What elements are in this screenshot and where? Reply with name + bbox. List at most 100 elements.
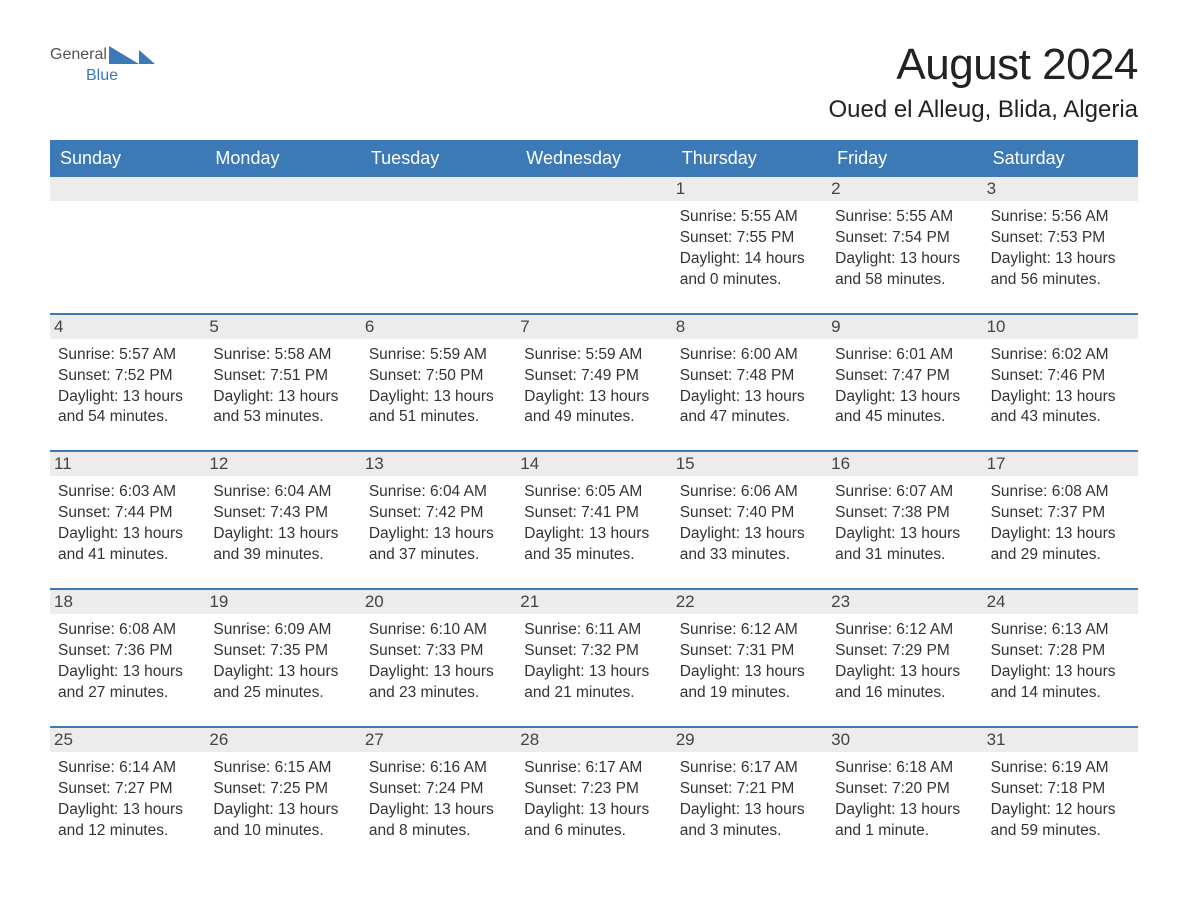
day-number: 9 [827, 315, 982, 339]
sunrise-text: Sunrise: 5:57 AM [58, 345, 197, 366]
day-detail: Sunrise: 5:56 AMSunset: 7:53 PMDaylight:… [991, 207, 1130, 291]
daylight-text: Daylight: 13 hours and 21 minutes. [524, 662, 663, 704]
sunset-text: Sunset: 7:28 PM [991, 641, 1130, 662]
day-cell: 5Sunrise: 5:58 AMSunset: 7:51 PMDaylight… [205, 315, 360, 439]
sunrise-text: Sunrise: 5:56 AM [991, 207, 1130, 228]
day-number: 28 [516, 728, 671, 752]
sunset-text: Sunset: 7:31 PM [680, 641, 819, 662]
day-cell: 12Sunrise: 6:04 AMSunset: 7:43 PMDayligh… [205, 452, 360, 576]
sunset-text: Sunset: 7:55 PM [680, 228, 819, 249]
day-cell [516, 177, 671, 301]
day-detail: Sunrise: 6:12 AMSunset: 7:31 PMDaylight:… [680, 620, 819, 704]
day-detail: Sunrise: 6:03 AMSunset: 7:44 PMDaylight:… [58, 482, 197, 566]
day-number: 26 [205, 728, 360, 752]
weekday-header: Thursday [672, 140, 827, 177]
sunset-text: Sunset: 7:24 PM [369, 779, 508, 800]
day-detail: Sunrise: 6:17 AMSunset: 7:23 PMDaylight:… [524, 758, 663, 842]
weekday-header: Wednesday [516, 140, 671, 177]
day-detail: Sunrise: 6:11 AMSunset: 7:32 PMDaylight:… [524, 620, 663, 704]
day-number [50, 177, 205, 201]
day-number [516, 177, 671, 201]
day-detail: Sunrise: 6:05 AMSunset: 7:41 PMDaylight:… [524, 482, 663, 566]
day-detail: Sunrise: 5:55 AMSunset: 7:54 PMDaylight:… [835, 207, 974, 291]
day-cell [50, 177, 205, 301]
sunrise-text: Sunrise: 6:04 AM [213, 482, 352, 503]
day-cell: 30Sunrise: 6:18 AMSunset: 7:20 PMDayligh… [827, 728, 982, 852]
day-cell: 29Sunrise: 6:17 AMSunset: 7:21 PMDayligh… [672, 728, 827, 852]
sunset-text: Sunset: 7:53 PM [991, 228, 1130, 249]
sunrise-text: Sunrise: 6:10 AM [369, 620, 508, 641]
daylight-text: Daylight: 13 hours and 6 minutes. [524, 800, 663, 842]
sunset-text: Sunset: 7:52 PM [58, 366, 197, 387]
sunrise-text: Sunrise: 6:13 AM [991, 620, 1130, 641]
day-cell: 21Sunrise: 6:11 AMSunset: 7:32 PMDayligh… [516, 590, 671, 714]
day-detail: Sunrise: 5:55 AMSunset: 7:55 PMDaylight:… [680, 207, 819, 291]
sunrise-text: Sunrise: 6:02 AM [991, 345, 1130, 366]
sunset-text: Sunset: 7:35 PM [213, 641, 352, 662]
day-cell: 26Sunrise: 6:15 AMSunset: 7:25 PMDayligh… [205, 728, 360, 852]
daylight-text: Daylight: 14 hours and 0 minutes. [680, 249, 819, 291]
day-cell: 20Sunrise: 6:10 AMSunset: 7:33 PMDayligh… [361, 590, 516, 714]
sunrise-text: Sunrise: 5:55 AM [835, 207, 974, 228]
daylight-text: Daylight: 13 hours and 43 minutes. [991, 387, 1130, 429]
daylight-text: Daylight: 13 hours and 47 minutes. [680, 387, 819, 429]
daylight-text: Daylight: 13 hours and 45 minutes. [835, 387, 974, 429]
day-number: 13 [361, 452, 516, 476]
day-detail: Sunrise: 6:02 AMSunset: 7:46 PMDaylight:… [991, 345, 1130, 429]
day-detail: Sunrise: 6:00 AMSunset: 7:48 PMDaylight:… [680, 345, 819, 429]
daylight-text: Daylight: 13 hours and 33 minutes. [680, 524, 819, 566]
weekday-header: Tuesday [361, 140, 516, 177]
day-detail: Sunrise: 6:07 AMSunset: 7:38 PMDaylight:… [835, 482, 974, 566]
sunset-text: Sunset: 7:23 PM [524, 779, 663, 800]
daylight-text: Daylight: 13 hours and 27 minutes. [58, 662, 197, 704]
day-cell: 9Sunrise: 6:01 AMSunset: 7:47 PMDaylight… [827, 315, 982, 439]
daylight-text: Daylight: 13 hours and 58 minutes. [835, 249, 974, 291]
sunset-text: Sunset: 7:46 PM [991, 366, 1130, 387]
weekday-header: Sunday [50, 140, 205, 177]
sunrise-text: Sunrise: 5:58 AM [213, 345, 352, 366]
day-cell: 27Sunrise: 6:16 AMSunset: 7:24 PMDayligh… [361, 728, 516, 852]
day-cell: 15Sunrise: 6:06 AMSunset: 7:40 PMDayligh… [672, 452, 827, 576]
day-cell: 8Sunrise: 6:00 AMSunset: 7:48 PMDaylight… [672, 315, 827, 439]
sunrise-text: Sunrise: 6:08 AM [58, 620, 197, 641]
day-detail: Sunrise: 6:10 AMSunset: 7:33 PMDaylight:… [369, 620, 508, 704]
day-detail: Sunrise: 6:06 AMSunset: 7:40 PMDaylight:… [680, 482, 819, 566]
logo-icon [109, 40, 155, 69]
sunset-text: Sunset: 7:49 PM [524, 366, 663, 387]
day-number: 12 [205, 452, 360, 476]
day-cell: 22Sunrise: 6:12 AMSunset: 7:31 PMDayligh… [672, 590, 827, 714]
daylight-text: Daylight: 13 hours and 25 minutes. [213, 662, 352, 704]
daylight-text: Daylight: 12 hours and 59 minutes. [991, 800, 1130, 842]
sunrise-text: Sunrise: 5:55 AM [680, 207, 819, 228]
sunrise-text: Sunrise: 6:09 AM [213, 620, 352, 641]
sunset-text: Sunset: 7:41 PM [524, 503, 663, 524]
sunset-text: Sunset: 7:50 PM [369, 366, 508, 387]
sunrise-text: Sunrise: 6:12 AM [835, 620, 974, 641]
day-detail: Sunrise: 6:08 AMSunset: 7:36 PMDaylight:… [58, 620, 197, 704]
day-cell: 24Sunrise: 6:13 AMSunset: 7:28 PMDayligh… [983, 590, 1138, 714]
daylight-text: Daylight: 13 hours and 3 minutes. [680, 800, 819, 842]
day-cell: 17Sunrise: 6:08 AMSunset: 7:37 PMDayligh… [983, 452, 1138, 576]
day-cell: 28 Sunrise: 6:17 AMSunset: 7:23 PMDayligh… [516, 728, 671, 852]
day-number: 25 [50, 728, 205, 752]
sunrise-text: Sunrise: 6:05 AM [524, 482, 663, 503]
day-number: 19 [205, 590, 360, 614]
day-cell: 19 Sunrise: 6:09 AMSunset: 7:35 PMDayligh… [205, 590, 360, 714]
day-detail: Sunrise: 5:57 AMSunset: 7:52 PMDaylight:… [58, 345, 197, 429]
day-cell: 1Sunrise: 5:55 AMSunset: 7:55 PMDaylight… [672, 177, 827, 301]
sunrise-text: Sunrise: 6:08 AM [991, 482, 1130, 503]
sunset-text: Sunset: 7:37 PM [991, 503, 1130, 524]
day-cell: 25Sunrise: 6:14 AMSunset: 7:27 PMDayligh… [50, 728, 205, 852]
sunrise-text: Sunrise: 6:15 AM [213, 758, 352, 779]
sunrise-text: Sunrise: 6:03 AM [58, 482, 197, 503]
daylight-text: Daylight: 13 hours and 54 minutes. [58, 387, 197, 429]
day-cell: 13 Sunrise: 6:04 AMSunset: 7:42 PMDayligh… [361, 452, 516, 576]
weekday-header: Saturday [983, 140, 1138, 177]
daylight-text: Daylight: 13 hours and 51 minutes. [369, 387, 508, 429]
week-row: 1Sunrise: 5:55 AMSunset: 7:55 PMDaylight… [50, 177, 1138, 301]
daylight-text: Daylight: 13 hours and 41 minutes. [58, 524, 197, 566]
day-detail: Sunrise: 6:04 AMSunset: 7:42 PMDaylight:… [369, 482, 508, 566]
day-cell: 10Sunrise: 6:02 AMSunset: 7:46 PMDayligh… [983, 315, 1138, 439]
day-detail: Sunrise: 5:58 AMSunset: 7:51 PMDaylight:… [213, 345, 352, 429]
day-number: 29 [672, 728, 827, 752]
